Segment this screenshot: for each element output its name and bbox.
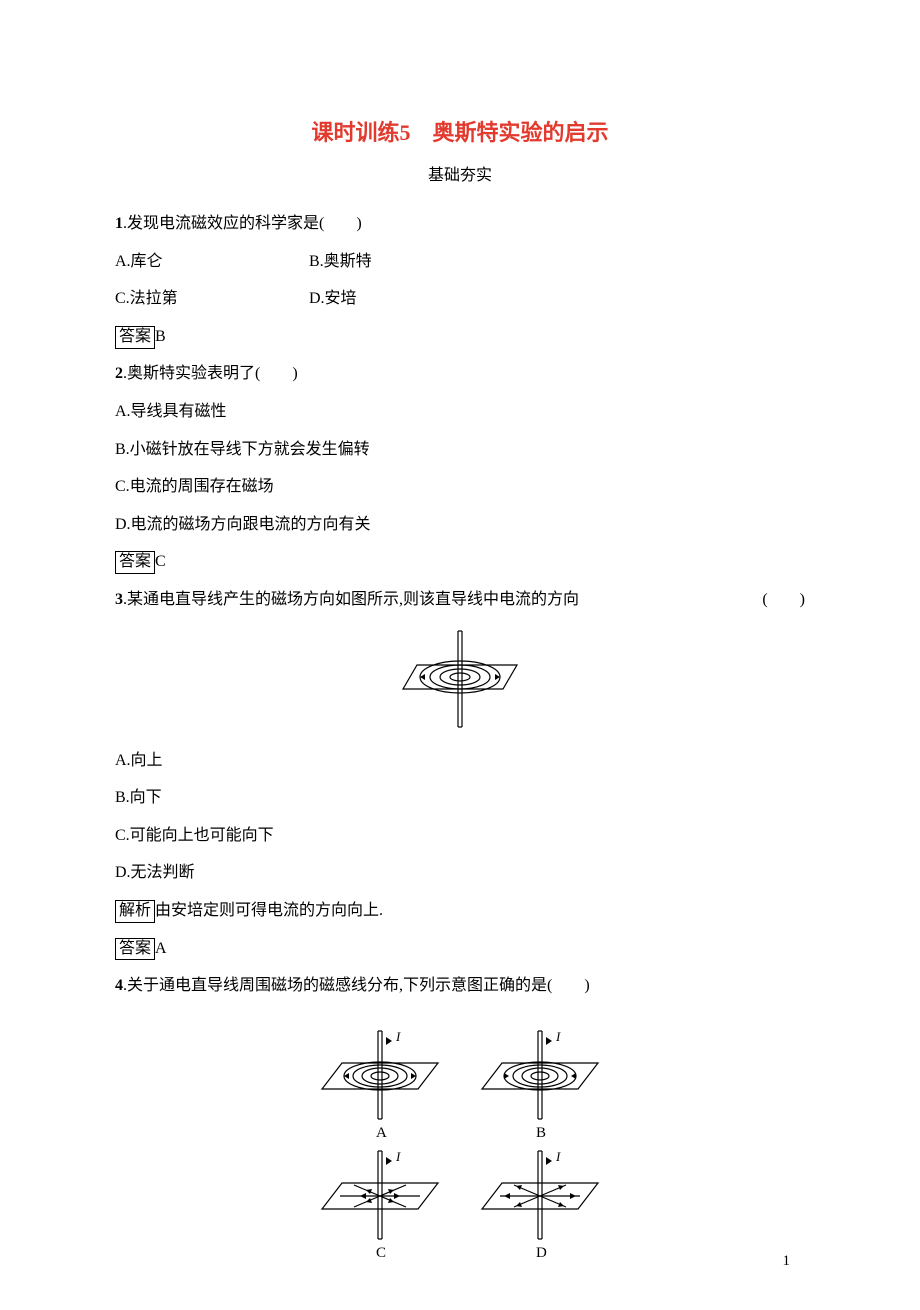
q3-answer: A [155,940,167,957]
q1-optD: D.安培 [309,280,357,318]
q3-optC: C.可能向上也可能向下 [115,817,805,855]
panel-label-A: A [376,1125,387,1141]
q3-answer-line: 答案A [115,930,805,968]
q3-figure [115,627,805,736]
panel-label-D: D [536,1245,547,1261]
q2-stem: 2.奥斯特实验表明了( ) [115,355,805,393]
q4-stem-text: .关于通电直导线周围磁场的磁感线分布,下列示意图正确的是( ) [123,977,590,994]
current-label: I [395,1149,401,1164]
q4-stem: 4.关于通电直导线周围磁场的磁感线分布,下列示意图正确的是( ) [115,967,805,1005]
q3-jiexi-line: 解析由安培定则可得电流的方向向上. [115,892,805,930]
q1-options-row2: C.法拉第 D.安培 [115,280,805,318]
q2-stem-text: .奥斯特实验表明了( ) [123,365,298,382]
q4-figure: I A I B [115,1029,805,1274]
answer-label-box: 答案 [115,551,155,574]
q4-panel-B: I B [482,1029,598,1141]
current-label: I [395,1029,401,1044]
panel-label-C: C [376,1245,386,1261]
q4-number: 4 [115,977,123,994]
page: 课时训练5 奥斯特实验的启示 基础夯实 1.发现电流磁效应的科学家是( ) A.… [0,0,920,1310]
q1-optB: B.奥斯特 [309,243,372,281]
q1-stem: 1.发现电流磁效应的科学家是( ) [115,205,805,243]
jiexi-label-box: 解析 [115,900,155,923]
q2-number: 2 [115,365,123,382]
current-label: I [555,1149,561,1164]
lesson-title: 课时训练5 奥斯特实验的启示 [115,115,805,147]
q3-stem-text: .某通电直导线产生的磁场方向如图所示,则该直导线中电流的方向 [123,591,579,608]
answer-label-box: 答案 [115,326,155,349]
q1-answer-line: 答案B [115,318,805,356]
q1-stem-text: .发现电流磁效应的科学家是( ) [123,215,362,232]
section-subtitle: 基础夯实 [115,161,805,185]
q2-optC: C.电流的周围存在磁场 [115,468,805,506]
q2-answer-line: 答案C [115,543,805,581]
q1-optA: A.库仑 [115,243,305,281]
panel-label-B: B [536,1125,546,1141]
current-label: I [555,1029,561,1044]
q2-optD: D.电流的磁场方向跟电流的方向有关 [115,506,805,544]
q1-options-row1: A.库仑 B.奥斯特 [115,243,805,281]
q3-optA: A.向上 [115,742,805,780]
q1-optC: C.法拉第 [115,280,305,318]
q3-paren: ( ) [762,581,805,619]
q4-diagram-svg: I A I B [295,1029,625,1269]
q1-number: 1 [115,215,123,232]
page-number: 1 [783,1253,791,1270]
q3-diagram-svg [385,627,535,731]
q3-optD: D.无法判断 [115,854,805,892]
q4-panel-C: I C [322,1149,438,1261]
q3-stem: 3.某通电直导线产生的磁场方向如图所示,则该直导线中电流的方向 ( ) [115,581,805,619]
q2-optB: B.小磁针放在导线下方就会发生偏转 [115,431,805,469]
q2-optA: A.导线具有磁性 [115,393,805,431]
q2-answer: C [155,553,166,570]
answer-label-box: 答案 [115,938,155,961]
q4-panel-A: I A [322,1029,438,1141]
q4-panel-D: I D [482,1149,598,1261]
q3-number: 3 [115,591,123,608]
q3-optB: B.向下 [115,779,805,817]
q1-answer: B [155,328,166,345]
q3-jiexi: 由安培定则可得电流的方向向上. [155,902,383,919]
